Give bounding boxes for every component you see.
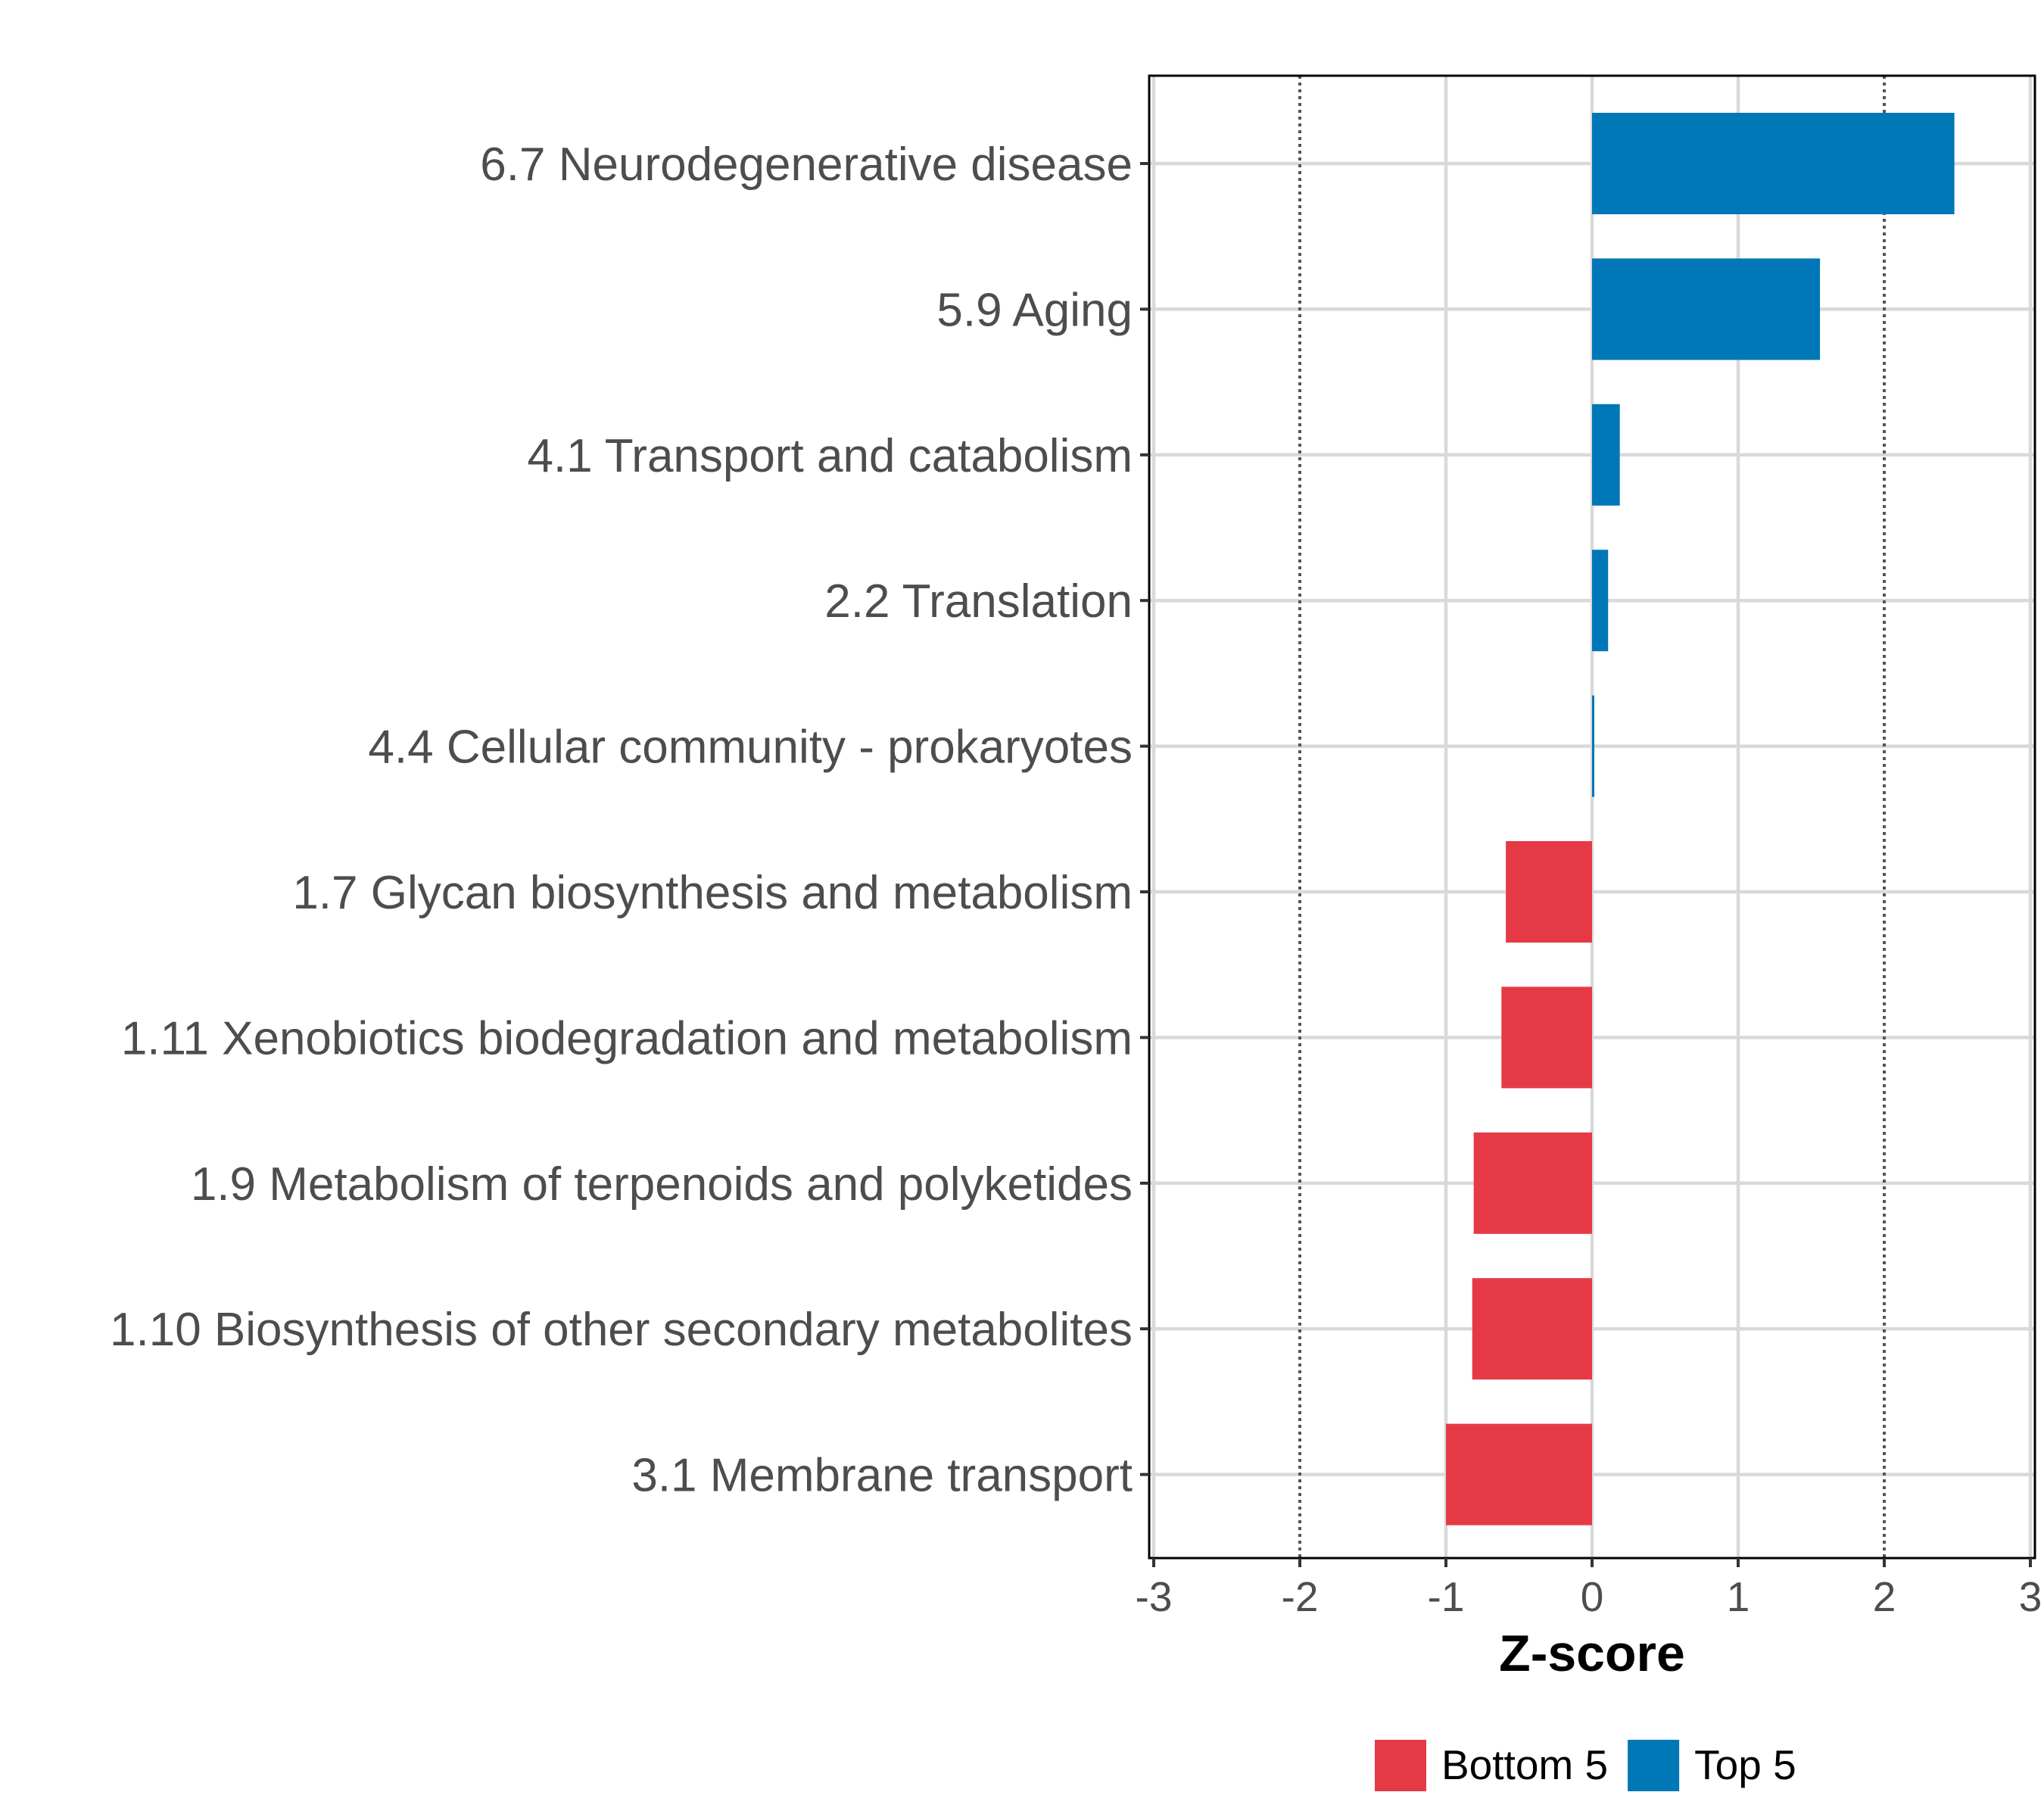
x-tick-label: 3	[2019, 1573, 2042, 1620]
bar-bottom	[1472, 1278, 1592, 1380]
category-label: 4.4 Cellular community - prokaryotes	[368, 722, 1133, 774]
x-axis: -3 -2 -1 0 1 2 3	[1136, 1558, 2042, 1620]
bar-bottom	[1501, 986, 1592, 1089]
legend-key	[1375, 1740, 1426, 1791]
bars	[1446, 113, 1955, 1526]
x-tick-label: 0	[1581, 1573, 1604, 1620]
x-tick-label: 2	[1873, 1573, 1896, 1620]
category-label: 1.11 Xenobiotics biodegradation and meta…	[121, 1012, 1133, 1064]
category-label: 1.9 Metabolism of terpenoids and polyket…	[191, 1158, 1133, 1211]
bar-bottom	[1473, 1132, 1592, 1234]
x-tick-label: -3	[1136, 1573, 1173, 1620]
bar-top	[1592, 404, 1620, 506]
legend-key	[1628, 1740, 1680, 1791]
bar-top	[1592, 258, 1821, 360]
legend-label: Bottom 5	[1441, 1741, 1608, 1788]
bar-top	[1592, 695, 1594, 797]
category-label: 1.10 Biosynthesis of other secondary met…	[110, 1304, 1133, 1356]
legend: Bottom 5 Top 5	[1375, 1740, 1796, 1791]
bar-top	[1592, 113, 1955, 214]
legend-label: Top 5	[1694, 1741, 1796, 1788]
bar-bottom	[1506, 841, 1592, 943]
x-tick-label: 1	[1727, 1573, 1750, 1620]
x-tick-label: -2	[1282, 1573, 1319, 1620]
category-label: 6.7 Neurodegenerative disease	[480, 139, 1133, 191]
x-axis-title: Z-score	[1499, 1625, 1685, 1682]
x-tick-label: -1	[1428, 1573, 1465, 1620]
category-label: 4.1 Transport and catabolism	[527, 430, 1133, 482]
bar-bottom	[1446, 1423, 1592, 1526]
category-label: 3.1 Membrane transport	[631, 1450, 1133, 1502]
bar-top	[1592, 550, 1609, 652]
category-label: 5.9 Aging	[936, 284, 1133, 336]
category-label: 2.2 Translation	[824, 575, 1133, 628]
y-axis: 6.7 Neurodegenerative disease 5.9 Aging 4.…	[110, 139, 1149, 1502]
category-label: 1.7 Glycan biosynthesis and metabolism	[292, 867, 1133, 919]
